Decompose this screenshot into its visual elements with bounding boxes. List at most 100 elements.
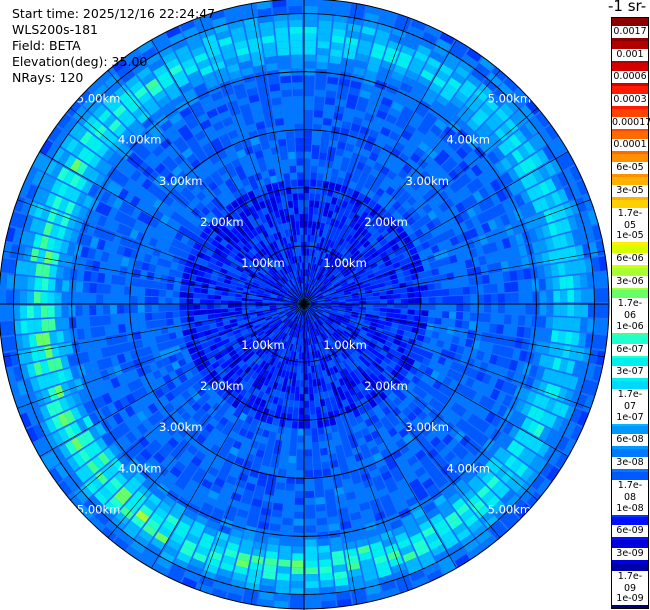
range-gate-cell — [449, 181, 461, 193]
range-gate-cell — [211, 239, 220, 248]
range-gate-cell — [292, 307, 299, 313]
range-gate-cell — [50, 252, 60, 265]
range-gate-cell — [370, 338, 379, 346]
range-gate-cell — [259, 591, 274, 601]
range-gate-cell — [478, 341, 488, 352]
range-gate-cell — [88, 78, 104, 94]
range-gate-cell — [304, 380, 309, 388]
range-gate-cell — [364, 367, 373, 376]
range-gate-cell — [281, 286, 288, 292]
range-gate-cell — [227, 129, 239, 140]
range-gate-cell — [236, 126, 248, 136]
range-gate-cell — [317, 304, 325, 306]
range-gate-cell — [137, 161, 149, 174]
range-gate-cell — [427, 210, 438, 221]
range-gate-cell — [179, 106, 192, 118]
range-gate-cell — [211, 348, 220, 356]
range-gate-cell — [48, 265, 58, 278]
range-gate-cell — [265, 236, 273, 244]
range-gate-cell — [163, 195, 175, 207]
range-gate-cell — [320, 447, 328, 456]
range-gate-cell — [454, 213, 465, 225]
range-gate-cell — [152, 469, 165, 482]
range-gate-cell — [447, 319, 456, 327]
range-gate-cell — [475, 350, 485, 361]
range-gate-cell — [415, 449, 427, 461]
range-gate-cell — [185, 533, 200, 545]
range-gate-cell — [71, 203, 82, 218]
range-gate-cell — [490, 313, 498, 324]
range-gate-cell — [330, 295, 338, 299]
range-gate-cell — [216, 397, 226, 407]
range-gate-cell — [496, 391, 507, 404]
range-gate-cell — [393, 175, 404, 185]
range-gate-cell — [144, 153, 156, 165]
range-gate-cell — [308, 276, 311, 284]
range-gate-cell — [285, 274, 290, 281]
range-gate-cell — [405, 496, 419, 508]
range-gate-cell — [295, 309, 300, 316]
range-gate-cell — [575, 244, 585, 259]
range-gate-cell — [425, 532, 440, 545]
range-gate-cell — [226, 346, 235, 354]
range-gate-cell — [436, 373, 447, 383]
range-gate-cell — [244, 184, 253, 193]
range-gate-cell — [465, 239, 476, 250]
range-gate-cell — [242, 162, 251, 171]
range-gate-cell — [348, 568, 362, 578]
range-gate-cell — [111, 457, 124, 471]
range-gate-cell — [229, 318, 237, 324]
range-gate-cell — [159, 349, 169, 359]
range-gate-cell — [377, 426, 388, 436]
range-gate-cell — [27, 319, 36, 333]
range-gate-cell — [378, 401, 387, 411]
range-gate-cell — [352, 214, 361, 223]
range-gate-cell — [332, 388, 339, 397]
range-gate-cell — [269, 431, 277, 440]
range-gate-cell — [207, 221, 216, 230]
range-gate-cell — [350, 331, 358, 338]
range-gate-cell — [52, 447, 66, 463]
range-gate-cell — [327, 516, 339, 525]
range-gate-cell — [186, 396, 196, 406]
range-gate-cell — [329, 276, 337, 282]
range-gate-cell — [349, 363, 357, 371]
range-gate-cell — [541, 368, 552, 382]
range-gate-cell — [447, 280, 456, 288]
range-gate-cell — [270, 324, 278, 331]
range-gate-cell — [466, 494, 481, 508]
range-gate-cell — [386, 264, 395, 272]
range-gate-cell — [557, 188, 569, 203]
range-gate-cell — [283, 318, 290, 324]
range-gate-cell — [578, 333, 587, 347]
range-gate-cell — [32, 407, 45, 423]
range-gate-cell — [170, 387, 181, 398]
range-gate-cell — [356, 459, 367, 469]
range-gate-cell — [290, 435, 298, 443]
range-gate-cell — [160, 137, 173, 150]
range-gate-cell — [287, 462, 296, 471]
range-gate-cell — [435, 69, 450, 83]
range-gate-cell — [225, 357, 234, 366]
range-gate-cell — [395, 58, 410, 69]
range-gate-cell — [328, 286, 335, 292]
range-gate-cell — [214, 308, 222, 314]
range-gate-cell — [317, 420, 324, 428]
range-gate-cell — [75, 281, 84, 293]
range-gate-cell — [266, 244, 273, 252]
range-gate-cell — [574, 214, 585, 229]
range-gate-cell — [221, 197, 230, 207]
range-gate-cell — [263, 354, 270, 363]
range-gate-cell — [297, 283, 301, 291]
range-gate-cell — [585, 226, 596, 242]
range-gate-cell — [327, 317, 334, 323]
range-gate-cell — [337, 313, 345, 317]
range-gate-cell — [278, 311, 285, 316]
range-gate-cell — [331, 250, 338, 258]
range-gate-cell — [456, 110, 470, 123]
range-gate-cell — [146, 518, 161, 531]
range-gate-cell — [165, 57, 180, 70]
range-gate-cell — [183, 164, 195, 176]
range-gate-cell — [588, 381, 599, 397]
range-gate-cell — [404, 275, 413, 282]
